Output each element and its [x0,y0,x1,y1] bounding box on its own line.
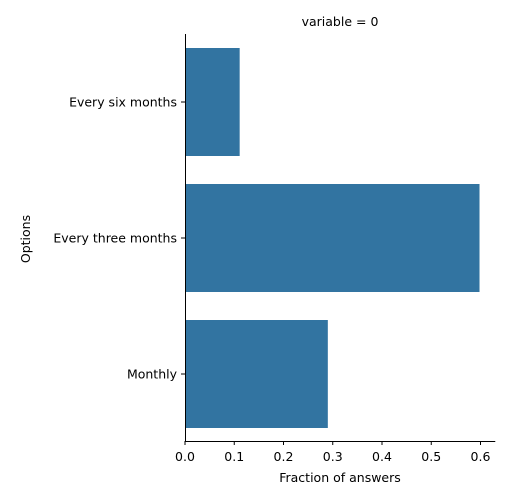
x-tick-label-3: 0.3 [323,449,343,464]
y-axis: Every six months Every three months Monthl… [53,34,185,441]
y-tick-label-1: Every three months [53,231,177,246]
y-tick-label-0: Every six months [69,95,177,110]
x-tick-label-5: 0.5 [421,449,441,464]
y-tick-label-2: Monthly [127,367,178,382]
x-axis: 0.0 0.1 0.2 0.3 0.4 0.5 0.6 [175,441,495,464]
x-tick-label-4: 0.4 [372,449,392,464]
bar-0 [185,48,240,156]
bars-group [185,48,480,428]
x-axis-title: Fraction of answers [279,470,401,485]
x-tick-label-6: 0.6 [471,449,491,464]
x-tick-label-1: 0.1 [224,449,244,464]
chart-title: variable = 0 [302,14,379,29]
x-tick-label-2: 0.2 [274,449,294,464]
x-tick-label-0: 0.0 [175,449,195,464]
bar-2 [185,320,328,428]
y-axis-title: Options [18,215,33,263]
bar-1 [185,184,480,292]
